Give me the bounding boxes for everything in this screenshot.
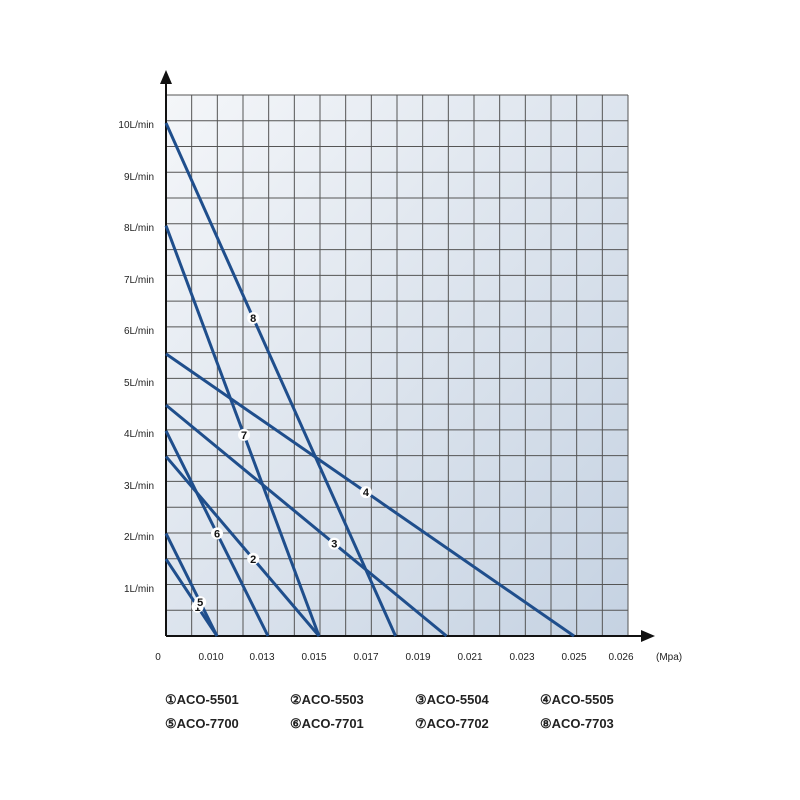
- y-axis-arrow-icon: [160, 70, 172, 84]
- x-tick-labels: 0 0.010 0.013 0.015 0.017 0.019 0.021 0.…: [155, 652, 682, 663]
- x-tick-label: 0.013: [249, 652, 274, 663]
- series-marker-bg: [328, 537, 341, 550]
- x-tick-label: 0.025: [561, 652, 586, 663]
- y-tick-label: 6L/min: [124, 326, 154, 337]
- legend-item: ③ACO-5504: [415, 692, 489, 707]
- series-marker-label: 4: [363, 487, 370, 499]
- series-line-1: [164, 558, 219, 637]
- x-tick-label: 0: [155, 652, 161, 663]
- series-marker-bg: [247, 311, 260, 324]
- series-markers: 1 2 3 4 5 6 7 8: [191, 311, 372, 614]
- y-tick-label: 2L/min: [124, 532, 154, 543]
- x-axis-unit-label: (Mpa): [656, 652, 682, 663]
- series-marker-label: 6: [214, 528, 220, 540]
- series-marker-bg: [211, 527, 223, 540]
- series-marker-bg: [247, 552, 260, 565]
- series-marker-label: 1: [195, 602, 201, 614]
- series-marker-label: 3: [331, 539, 337, 551]
- series-marker-label: 5: [197, 597, 203, 609]
- axes: [160, 70, 655, 642]
- x-tick-label: 0.015: [301, 652, 326, 663]
- series-marker-label: 8: [250, 313, 256, 325]
- legend-item: ⑥ACO-7701: [290, 716, 364, 731]
- series-line-8: [164, 122, 397, 637]
- y-tick-label: 10L/min: [118, 120, 154, 131]
- legend-item: ⑤ACO-7700: [165, 716, 239, 731]
- series-marker-label: 2: [250, 554, 256, 566]
- series-marker-bg: [359, 486, 372, 499]
- y-tick-label: 3L/min: [124, 481, 154, 492]
- x-axis-arrow-icon: [641, 630, 655, 642]
- series-line-5: [164, 532, 219, 637]
- y-tick-label: 5L/min: [124, 378, 154, 389]
- x-tick-label: 0.017: [353, 652, 378, 663]
- x-tick-label: 0.019: [405, 652, 430, 663]
- x-tick-label: 0.023: [509, 652, 534, 663]
- y-tick-label: 9L/min: [124, 172, 154, 183]
- series-line-2: [164, 455, 321, 637]
- legend-item: ⑦ACO-7702: [415, 716, 489, 731]
- legend: ①ACO-5501 ②ACO-5503 ③ACO-5504 ④ACO-5505 …: [165, 692, 685, 732]
- x-tick-label: 0.021: [457, 652, 482, 663]
- legend-item: ①ACO-5501: [165, 692, 239, 707]
- series-marker-label: 7: [241, 430, 247, 442]
- legend-item: ④ACO-5505: [540, 692, 614, 707]
- y-tick-label: 4L/min: [124, 429, 154, 440]
- y-tick-labels: 1L/min 2L/min 3L/min 4L/min 5L/min 6L/mi…: [118, 120, 154, 595]
- grid: [165, 94, 629, 637]
- y-tick-label: 1L/min: [124, 584, 154, 595]
- y-tick-label: 7L/min: [124, 275, 154, 286]
- series-marker-bg: [238, 428, 251, 441]
- y-tick-label: 8L/min: [124, 223, 154, 234]
- series-line-3: [165, 403, 448, 638]
- x-tick-label: 0.026: [608, 652, 633, 663]
- legend-item: ⑧ACO-7703: [540, 716, 614, 731]
- legend-item: ②ACO-5503: [290, 692, 364, 707]
- x-tick-label: 0.010: [198, 652, 223, 663]
- series-marker-bg: [194, 596, 207, 609]
